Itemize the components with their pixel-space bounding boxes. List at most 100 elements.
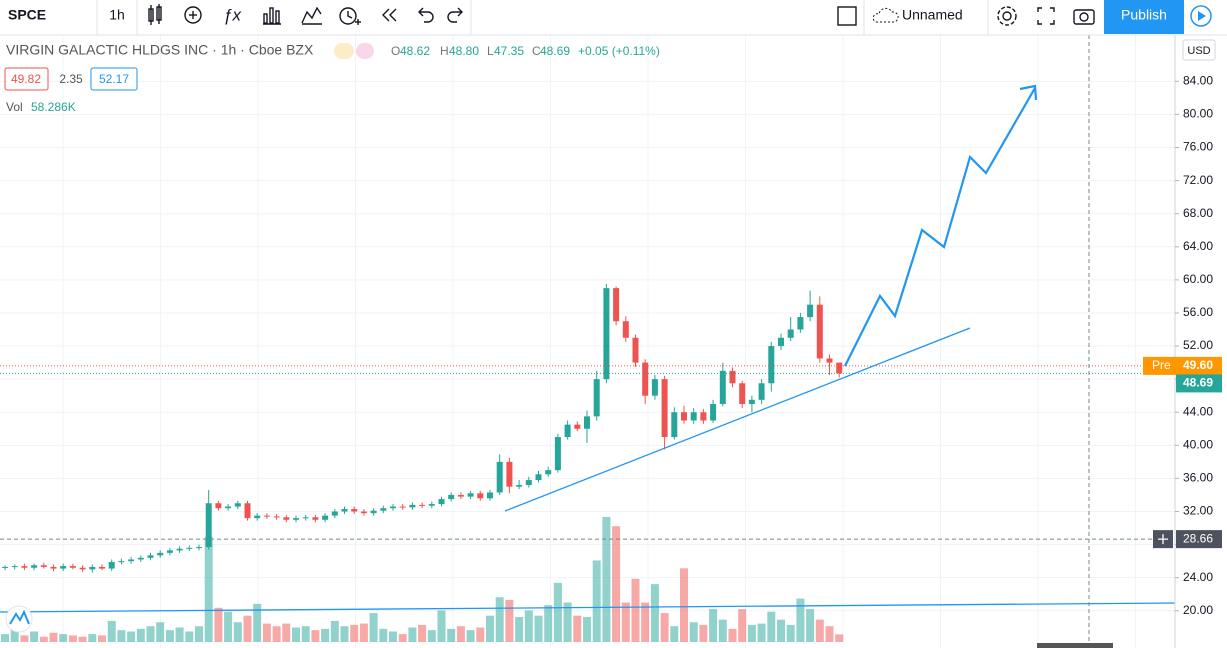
delay-status[interactable]: [356, 43, 374, 59]
volume-bar: [156, 622, 165, 642]
symbol[interactable]: SPCE: [8, 7, 46, 23]
ask-box[interactable]: [90, 67, 138, 91]
forecast-path[interactable]: [844, 87, 1036, 367]
candle-body: [593, 379, 600, 417]
horizontal-line[interactable]: [0, 602, 1176, 613]
candle-body: [651, 379, 658, 396]
candle-body: [477, 493, 484, 499]
redo-icon[interactable]: [447, 7, 463, 23]
candle-body: [564, 424, 571, 438]
volume-bar: [398, 634, 407, 642]
volume-bar: [195, 626, 203, 642]
volume-bar: [107, 620, 116, 642]
crosshair-price-box: [1176, 530, 1222, 549]
volume-bar: [670, 626, 679, 642]
candle-body: [40, 565, 47, 567]
volume-bar: [418, 624, 427, 642]
market-status[interactable]: [334, 43, 354, 59]
volume-bar: [330, 620, 339, 642]
volume-bar: [282, 623, 291, 642]
last-price-box: [1176, 374, 1222, 393]
volume-bar: [49, 632, 58, 642]
fx-icon[interactable]: ƒx: [223, 5, 241, 24]
toolbar: SPCE 1h ƒx Unnamed Publish: [0, 0, 1227, 36]
volume-bar: [136, 628, 145, 642]
replay-icon[interactable]: [382, 8, 397, 22]
play-button[interactable]: [1190, 5, 1212, 27]
volume-bar: [146, 626, 155, 642]
candle-body: [390, 506, 396, 509]
candle-body: [554, 437, 561, 471]
compare-icon[interactable]: [301, 6, 322, 25]
candle-body: [341, 509, 348, 512]
candle-body: [603, 288, 610, 380]
volume-bar: [592, 560, 601, 642]
volume-bar: [88, 634, 97, 642]
candle-body: [225, 506, 232, 509]
bid-box[interactable]: [4, 67, 49, 91]
vol-value: 58.286K: [31, 100, 76, 114]
volume-bar: [573, 615, 582, 642]
select-icon[interactable]: [837, 6, 857, 26]
candle-body: [166, 550, 173, 553]
fullscreen-icon[interactable]: [1037, 7, 1055, 25]
volume-bar: [243, 615, 252, 642]
volume-bar: [224, 611, 233, 642]
alert-icon[interactable]: [339, 7, 361, 25]
trend-line[interactable]: [504, 327, 971, 512]
candle-body: [419, 504, 426, 506]
volume-bar: [524, 610, 533, 642]
candle-body: [826, 358, 833, 363]
settings-icon[interactable]: [997, 6, 1017, 26]
volume-bar: [311, 630, 320, 642]
candle-body: [778, 337, 784, 347]
change: +0.05 (+0.11%): [578, 44, 660, 58]
volume-bar: [117, 630, 126, 642]
candle-body: [99, 566, 105, 569]
undo-icon[interactable]: [418, 7, 434, 23]
volume-bar: [59, 634, 68, 642]
plot-area: [0, 35, 1175, 648]
candle-body: [642, 362, 649, 396]
volume-bar: [427, 630, 436, 642]
volume-bar: [1, 634, 9, 642]
y-tick-label: 20.00: [1183, 603, 1213, 617]
candle-body: [399, 506, 406, 508]
candle-body: [312, 517, 319, 520]
arrow-head: [1019, 84, 1038, 101]
snapshot-icon[interactable]: [1073, 9, 1095, 25]
y-tick-label: 76.00: [1183, 140, 1213, 154]
volume-bar: [534, 615, 543, 642]
layout-name[interactable]: Unnamed: [902, 7, 963, 23]
volume-bar: [39, 636, 48, 642]
volume-bar: [233, 622, 242, 642]
candle-body: [545, 470, 552, 475]
candle-body: [60, 566, 67, 569]
volume-bar: [563, 602, 572, 642]
volume-bar: [408, 627, 417, 642]
chart-type-icon[interactable]: [148, 4, 162, 25]
candle-body: [506, 461, 513, 487]
candle-body: [574, 424, 581, 429]
y-tick-label: 80.00: [1183, 107, 1213, 121]
volume-bar: [98, 635, 106, 642]
candle-body: [244, 503, 251, 519]
pre-price-box: [1143, 356, 1222, 375]
currency-box[interactable]: [1182, 39, 1216, 61]
volume-bar: [612, 526, 621, 642]
volume-bar: [835, 634, 844, 642]
volume-bar: [660, 613, 669, 642]
candle-body: [21, 566, 28, 568]
candle-body: [137, 557, 144, 560]
templates-icon[interactable]: [263, 7, 281, 25]
c-label: C: [532, 44, 541, 58]
volume-bar: [127, 631, 136, 642]
candle-body: [283, 517, 290, 520]
candle-body: [205, 503, 212, 548]
volume-bar: [68, 635, 77, 642]
volume-bar: [321, 628, 330, 642]
candle-body: [273, 516, 280, 518]
interval[interactable]: 1h: [109, 7, 125, 23]
indicators-icon[interactable]: [184, 6, 202, 24]
publish-button[interactable]: [1104, 0, 1184, 34]
